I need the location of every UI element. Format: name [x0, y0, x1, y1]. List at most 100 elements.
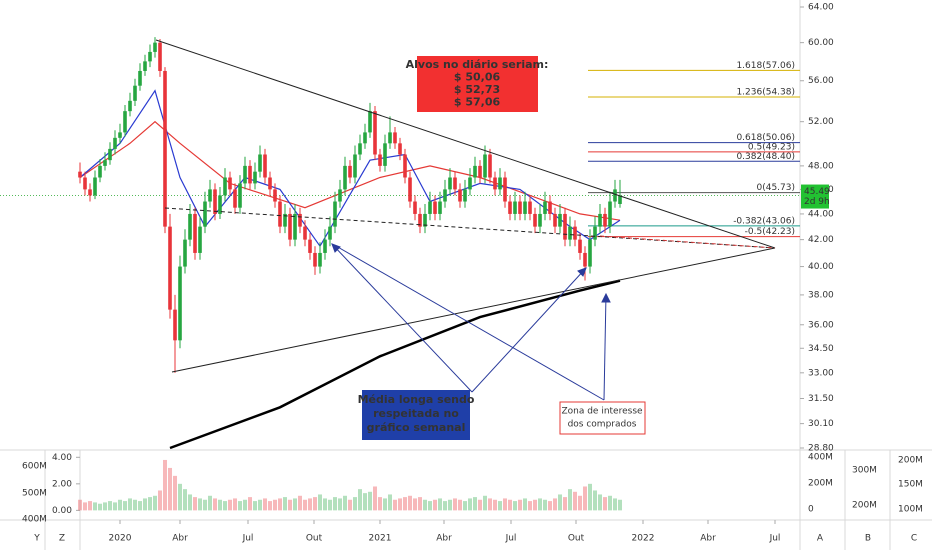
zone-note: dos comprados [568, 420, 637, 430]
corner-letter: C [911, 534, 917, 544]
volume-bar [298, 495, 302, 511]
right-panel-label: 0 [808, 505, 814, 515]
volume-bar [373, 486, 377, 511]
y-tick-label: 44.00 [808, 209, 834, 219]
fib-label: -0.5(42.23) [745, 227, 795, 237]
volume-bar [193, 497, 197, 511]
candle-body [298, 213, 302, 227]
candle-body [558, 213, 562, 227]
y-tick-label: 33.00 [808, 368, 834, 378]
fib-label: -0.382(43.06) [733, 216, 795, 226]
volume-bar [293, 498, 297, 511]
candle-body [528, 201, 532, 214]
volume-bar [388, 494, 392, 511]
candle-body [483, 154, 487, 178]
volume-bar [448, 499, 452, 511]
x-tick-label: 2022 [632, 534, 655, 544]
volume-bar [278, 498, 282, 511]
y-tick-label: 48.00 [808, 161, 834, 171]
volume-bar [393, 499, 397, 511]
candle-body [243, 165, 247, 184]
candle-body [373, 111, 377, 155]
moving-average [79, 120, 621, 221]
candle-body [513, 201, 517, 214]
y-tick-label: 34.50 [808, 344, 834, 354]
candle-body [398, 143, 402, 155]
candle-body [578, 239, 582, 253]
candle-body [523, 201, 527, 214]
volume-bar [148, 497, 152, 511]
candle-body [608, 201, 612, 227]
arrows [331, 243, 611, 401]
candle-body [493, 177, 497, 190]
candle-body [408, 177, 412, 202]
volume-bar [518, 499, 522, 511]
volume-bar [458, 499, 462, 511]
volume-bar [513, 501, 517, 511]
candle-body [453, 177, 457, 190]
candle-body [228, 177, 232, 190]
volume-bar [303, 499, 307, 511]
candle-body [208, 189, 212, 202]
candle-body [488, 154, 492, 178]
targets-box [417, 56, 538, 112]
candle-body [163, 70, 167, 227]
candle-body [388, 132, 392, 144]
volume-bar [443, 501, 447, 511]
y-tick-label: 30.10 [808, 419, 834, 429]
volume-bar [268, 501, 272, 511]
y-tick-label: 28.80 [808, 444, 834, 454]
candle-body [188, 213, 192, 240]
volume-bar [273, 499, 277, 511]
volume-bar [128, 498, 132, 511]
volume-bar [138, 501, 142, 511]
volume-bar [558, 494, 562, 511]
candle-body [78, 171, 82, 178]
volume-bar [563, 497, 567, 511]
candle-body [218, 195, 222, 214]
volume-bar [158, 490, 162, 511]
candle-body [543, 201, 547, 214]
zone-note-box [559, 401, 646, 435]
targets-note: $ 50,06 [454, 71, 501, 84]
candle-body [343, 165, 347, 190]
corner-letter: A [817, 534, 824, 544]
targets-note: $ 57,06 [454, 96, 501, 109]
right-panel-label: 200M [898, 456, 923, 466]
volume-bar [213, 498, 217, 511]
volume-bar [588, 483, 592, 511]
volume-tick-label: 0.00 [52, 506, 72, 516]
ma-note: respeitada no [373, 407, 459, 420]
ma-note-box [362, 390, 470, 440]
volume-bar [318, 494, 322, 511]
candle-body [83, 177, 87, 190]
volume-bar [433, 499, 437, 511]
volume-bar [228, 499, 232, 511]
volume-bar [508, 499, 512, 511]
volume-bar [113, 502, 117, 511]
candle-body [573, 226, 577, 240]
targets-note: $ 52,73 [454, 83, 500, 96]
volume-bar [173, 475, 177, 511]
candle-body [443, 189, 447, 202]
candle-body [393, 132, 397, 144]
candle-body [273, 189, 277, 202]
candle-body [113, 137, 117, 149]
y-tick-label: 64.00 [808, 3, 834, 13]
candle-body [203, 201, 207, 227]
x-tick-label: Out [306, 534, 323, 544]
candle-body [438, 201, 442, 214]
x-tick-label: Abr [700, 534, 716, 544]
volume-bar [123, 501, 127, 511]
volume-bar [428, 501, 432, 511]
price-tag [801, 184, 829, 209]
candle-body [598, 213, 602, 227]
y-tick-label: 40.00 [808, 262, 834, 272]
y-tick-label: 60.00 [808, 38, 834, 48]
candle-body [333, 201, 337, 227]
volume-bar [598, 494, 602, 511]
volume-bar [308, 498, 312, 511]
corner-letter: Z [59, 534, 65, 544]
candle-body [248, 165, 252, 184]
